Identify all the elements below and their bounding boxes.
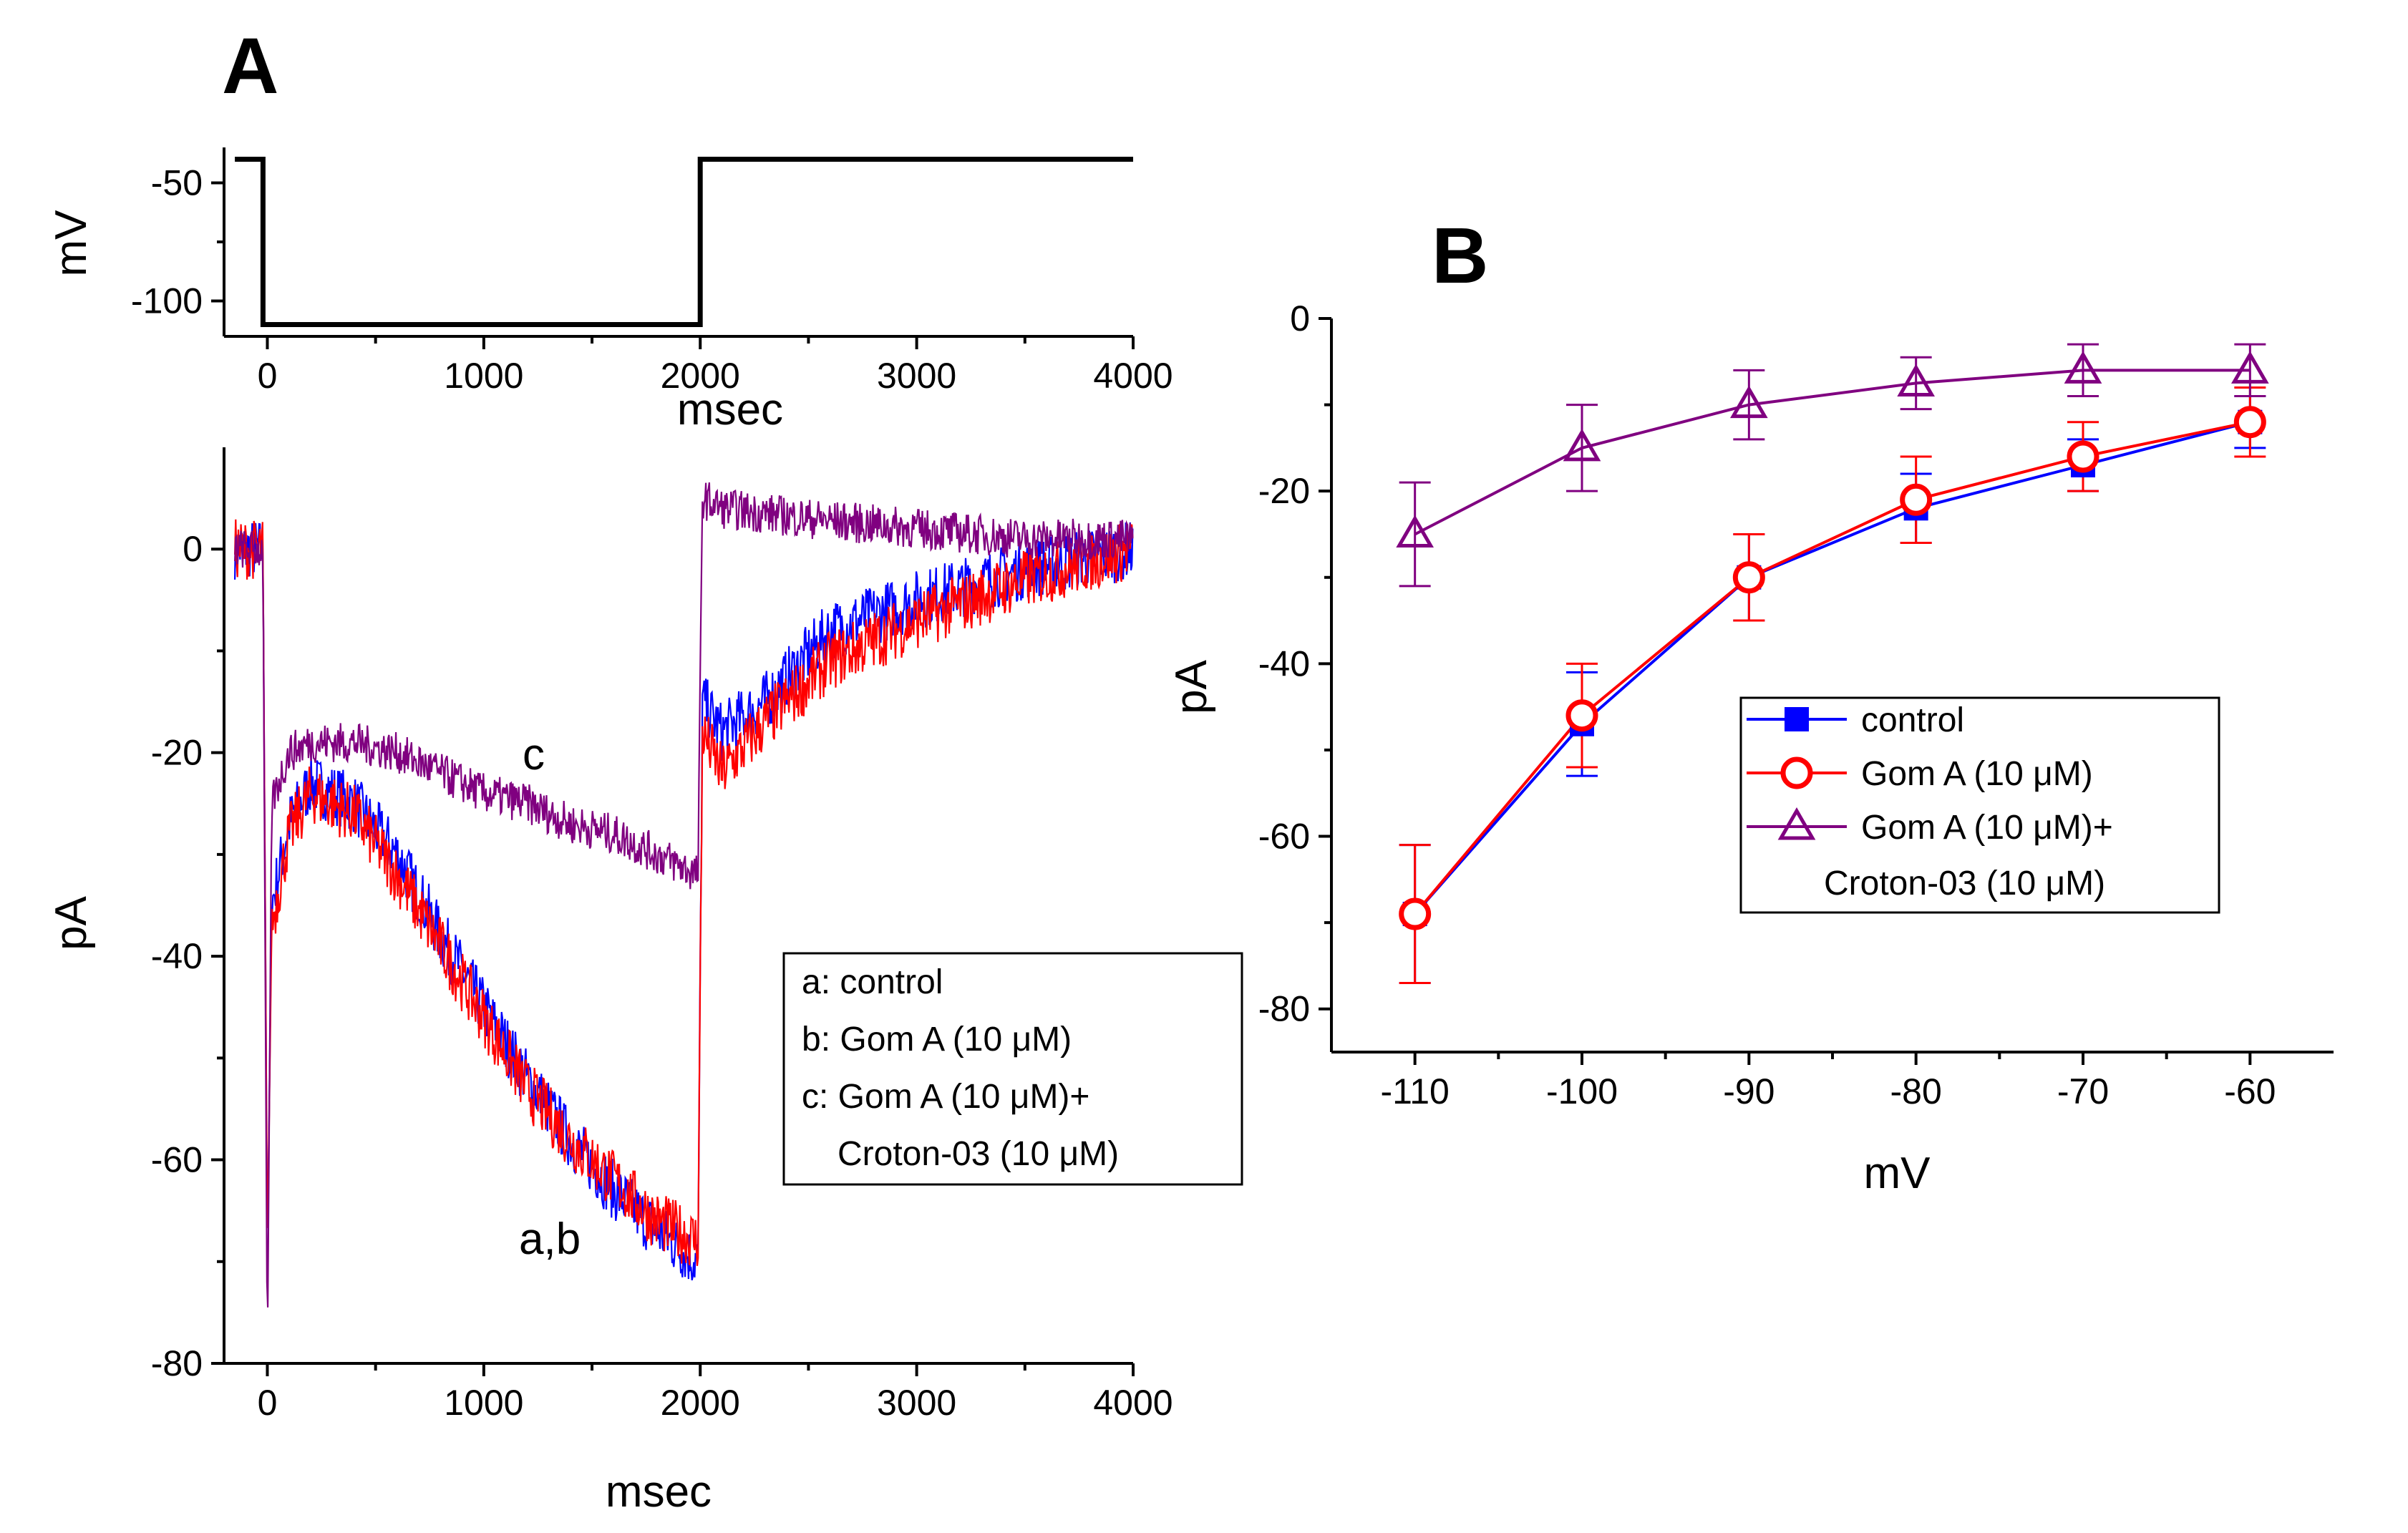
b-legend-entry-gom-croton: Gom A (10 μM)+ (1861, 809, 2113, 847)
b-xlabel: mV (1864, 1149, 1931, 1198)
iv-line-gom (1414, 420, 2251, 915)
x-tick-label: -90 (1723, 1071, 1775, 1111)
x-tick-label: 4000 (1093, 356, 1173, 396)
b-legend-entry-croton: Croton-03 (10 μM) (1824, 865, 2105, 902)
iv-point-gom (2067, 440, 2099, 473)
iv-point-gom_croton (1729, 385, 1768, 419)
x-tick-label: 2000 (661, 356, 740, 396)
iv-line-control (1414, 420, 2251, 915)
x-tick-label: 0 (258, 356, 278, 396)
y-tick-label: -100 (131, 281, 203, 321)
x-tick-label: -110 (1380, 1071, 1449, 1111)
legend-marker-control (1785, 707, 1809, 731)
a-top-ylabel: mV (47, 210, 96, 277)
b-legend: control Gom A (10 μM) Gom A (10 μM)+ Cro… (1739, 696, 2220, 914)
y-tick-label: -40 (1258, 643, 1310, 683)
current-traces-chart: 0 1000 2000 3000 4000 0 -20 -40 -60 -80 msec pA c… (47, 447, 1243, 1517)
iv-point-gom (1399, 897, 1432, 930)
iv-curve-chart: -110 -100 -90 -80 -70 -600-20-40-60-80 mV pA … (1167, 298, 2334, 1198)
panel-a-label: A (222, 22, 278, 110)
a-legend-box (782, 952, 1243, 1186)
voltage-protocol-chart: 0 1000 2000 3000 4000 -50 -100 msec mV (47, 147, 1173, 434)
iv-point-gom (1565, 699, 1598, 732)
y-tick-label: -80 (1258, 989, 1310, 1029)
x-tick-label: -80 (1890, 1071, 1942, 1111)
y-tick-label: -20 (151, 733, 203, 773)
x-tick-label: 3000 (877, 1383, 956, 1423)
a-legend-entry-croton: Croton-03 (10 μM) (838, 1135, 1119, 1173)
x-tick-label: 1000 (444, 1383, 523, 1423)
y-tick-label: -60 (151, 1140, 203, 1180)
x-tick-label: 1000 (444, 356, 523, 396)
iv-point-gom_croton (2064, 351, 2102, 384)
iv-point-gom (2233, 406, 2266, 439)
y-tick-label: -50 (151, 163, 203, 203)
b-legend-box (1739, 696, 2220, 914)
iv-point-gom_croton (1396, 515, 1434, 548)
x-tick-label: 0 (258, 1383, 278, 1423)
iv-point-gom_croton (1897, 364, 1936, 396)
iv-point-gom (1732, 561, 1765, 594)
x-tick-label: -60 (2224, 1071, 2276, 1111)
x-tick-label: -70 (2057, 1071, 2109, 1111)
a-bottom-xlabel: msec (606, 1467, 712, 1517)
a-legend-entry-gom-croton: c: Gom A (10 μM)+ (802, 1078, 1089, 1116)
annotation-c: c (523, 730, 545, 779)
y-tick-label: -40 (151, 936, 203, 976)
panel-b-label: B (1432, 212, 1488, 300)
y-tick-label: 0 (183, 529, 203, 569)
b-legend-entry-gom: Gom A (10 μM) (1861, 755, 2093, 793)
y-tick-label: -80 (151, 1343, 203, 1383)
b-ylabel: pA (1167, 659, 1216, 714)
iv-line-gom_croton (1414, 369, 2251, 536)
current-trace-gom_croton (234, 482, 1134, 1308)
a-bottom-legend: a: control b: Gom A (10 μM) c: Gom A (10… (782, 952, 1243, 1186)
a-bottom-ylabel: pA (47, 895, 96, 950)
a-legend-entry-control: a: control (802, 963, 943, 1001)
x-tick-label: 2000 (661, 1383, 740, 1423)
y-tick-label: 0 (1290, 298, 1310, 339)
iv-point-gom_croton (2230, 351, 2269, 384)
x-tick-label: 3000 (877, 356, 956, 396)
x-tick-label: -100 (1546, 1071, 1618, 1111)
y-tick-label: -60 (1258, 817, 1310, 857)
legend-marker-gom_croton (1777, 807, 1816, 840)
y-tick-label: -20 (1258, 471, 1310, 511)
annotation-ab: a,b (519, 1215, 581, 1264)
iv-point-gom_croton (1563, 428, 1601, 462)
a-top-xlabel: msec (677, 385, 783, 434)
iv-point-gom (1900, 483, 1933, 516)
x-tick-label: 4000 (1093, 1383, 1173, 1423)
b-legend-entry-control: control (1861, 701, 1964, 739)
legend-marker-gom (1780, 756, 1813, 789)
current-trace-gom (234, 519, 1134, 1266)
voltage-trace (235, 157, 1133, 327)
a-legend-entry-gom: b: Gom A (10 μM) (802, 1021, 1072, 1058)
